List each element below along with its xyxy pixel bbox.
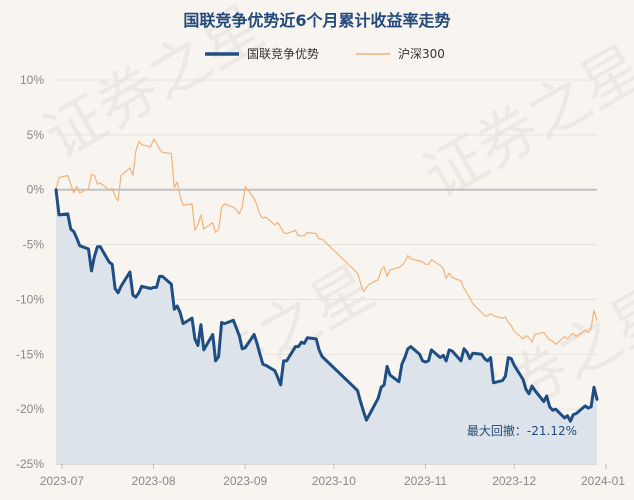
legend: 国联竞争优势 沪深300 <box>205 47 445 61</box>
watermark-text: 证券之星 <box>413 32 634 213</box>
y-tick-label: -20% <box>16 402 44 416</box>
x-tick-label: 2023-10 <box>312 474 356 488</box>
y-tick-label: 5% <box>27 128 45 142</box>
annotation: 最大回撤：-21.12% <box>467 423 577 438</box>
y-tick-label: 10% <box>20 73 44 87</box>
x-tick-label: 2023-08 <box>132 474 176 488</box>
series-area-fund <box>56 189 597 464</box>
series-line-benchmark <box>55 138 598 345</box>
y-tick-label: 0% <box>27 183 45 197</box>
x-tick-label: 2023-07 <box>40 474 84 488</box>
chart-title: 国联竞争优势近6个月累计收益率走势 <box>183 11 450 30</box>
x-tick-label: 2023-11 <box>404 474 447 488</box>
legend-label: 沪深300 <box>398 47 445 61</box>
y-axis: 10% 5% 0% -5% -10% -15% -20% -25% <box>16 73 44 471</box>
plot-area <box>54 138 599 464</box>
x-axis: 2023-07 2023-08 2023-09 2023-10 2023-11 2023-… <box>40 463 625 488</box>
y-tick-label: -10% <box>16 292 44 306</box>
max-drawdown-label: 最大回撤：-21.12% <box>467 423 577 438</box>
legend-label: 国联竞争优势 <box>247 47 319 61</box>
series-line-fund <box>54 188 599 423</box>
y-tick-label: -5% <box>23 238 45 252</box>
x-tick-label: 2023-12 <box>492 474 536 488</box>
x-tick-label: 2023-09 <box>223 474 267 488</box>
x-tick-label: 2024-01 <box>581 474 625 488</box>
y-tick-label: -25% <box>16 457 44 471</box>
y-tick-label: -15% <box>16 347 44 361</box>
